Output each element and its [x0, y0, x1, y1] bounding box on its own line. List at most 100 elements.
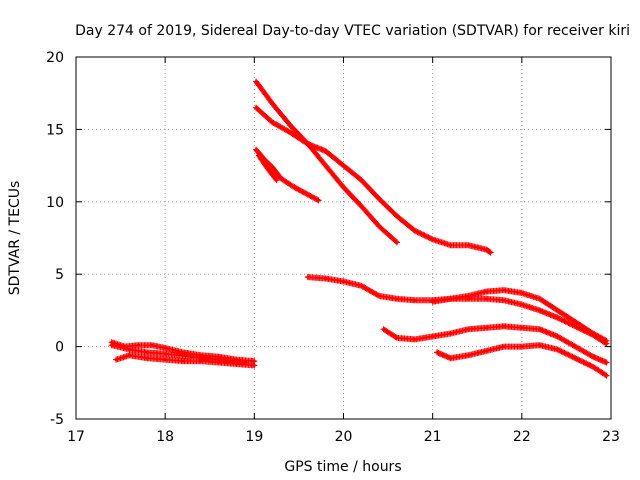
x-tick-label: 19	[245, 429, 263, 445]
y-tick-label: -5	[50, 412, 64, 428]
data-point	[556, 347, 559, 351]
data-point	[266, 166, 270, 170]
data-point	[538, 327, 542, 331]
data-point	[431, 237, 435, 241]
data-point	[449, 356, 452, 360]
data-point	[114, 358, 118, 362]
x-tick-label: 20	[335, 429, 353, 445]
series-track-10	[380, 323, 610, 366]
data-point	[128, 347, 131, 351]
y-tick-label: 20	[46, 50, 64, 66]
data-point	[466, 243, 470, 247]
data-point	[324, 149, 328, 153]
data-point	[573, 324, 577, 328]
data-point	[449, 332, 452, 336]
data-point	[466, 353, 470, 357]
data-point	[502, 324, 506, 328]
data-point	[252, 363, 256, 367]
data-point	[317, 198, 321, 202]
data-point	[181, 359, 185, 363]
data-point	[270, 120, 274, 124]
data-point	[413, 229, 417, 233]
data-point	[163, 346, 167, 350]
data-point	[306, 142, 310, 146]
data-point	[342, 164, 345, 168]
data-point	[359, 284, 363, 288]
data-point	[288, 130, 292, 134]
data-point	[359, 204, 363, 208]
data-point	[591, 333, 595, 337]
x-tick-label: 22	[513, 429, 531, 445]
data-point	[324, 164, 328, 168]
data-point	[449, 243, 452, 247]
data-point	[150, 343, 154, 347]
chart-title: Day 274 of 2019, Sidereal Day-to-day VTE…	[75, 23, 630, 39]
y-tick-label: 0	[55, 340, 64, 356]
data-point	[377, 294, 381, 298]
data-point	[342, 279, 345, 283]
data-point	[306, 193, 310, 197]
data-point	[466, 327, 470, 331]
data-point	[377, 224, 381, 228]
series-track-7	[255, 152, 280, 184]
data-point	[605, 361, 609, 365]
data-point	[395, 336, 399, 340]
data-point	[382, 327, 386, 331]
data-point	[484, 326, 488, 330]
data-point	[466, 297, 470, 301]
data-point	[520, 326, 524, 330]
data-point	[431, 300, 435, 304]
series-track-11	[434, 342, 610, 379]
data-point	[484, 349, 488, 353]
data-point	[254, 148, 258, 152]
data-point	[538, 308, 542, 312]
data-point	[538, 297, 542, 301]
data-point	[484, 248, 488, 252]
data-point	[270, 101, 274, 105]
x-tick-label: 23	[602, 429, 620, 445]
data-point	[254, 80, 258, 84]
data-point	[489, 250, 493, 254]
data-point	[502, 345, 506, 349]
data-point	[484, 297, 488, 301]
data-point	[502, 298, 506, 302]
x-tick-label: 18	[156, 429, 174, 445]
data-point	[292, 185, 296, 189]
data-point	[190, 355, 194, 359]
data-point	[520, 345, 524, 349]
data-point	[395, 240, 399, 244]
y-tick-label: 10	[46, 195, 64, 211]
data-point	[502, 288, 506, 292]
y-tick-label: 5	[55, 267, 64, 283]
series-track-5	[253, 104, 494, 256]
data-point	[136, 343, 140, 347]
data-point	[413, 337, 417, 341]
data-point	[395, 214, 399, 218]
data-point	[254, 106, 258, 110]
data-point	[573, 356, 577, 360]
data-point	[377, 197, 381, 201]
data-point	[573, 345, 577, 349]
data-point	[279, 177, 283, 181]
data-point	[145, 350, 149, 354]
data-point	[275, 178, 279, 182]
x-tick-label: 21	[424, 429, 442, 445]
data-point	[435, 350, 439, 354]
data-point	[431, 334, 435, 338]
data-point	[556, 334, 559, 338]
data-point	[605, 374, 609, 378]
data-point	[395, 297, 399, 301]
data-point	[520, 303, 524, 307]
axis-ticks: 17 18 19 20 21 22 23 -5 0 5 10 15 20	[46, 50, 620, 445]
data-point	[538, 343, 542, 347]
data-point	[243, 361, 247, 365]
data-point	[449, 297, 452, 301]
data-point	[163, 358, 167, 362]
data-point	[520, 291, 524, 295]
series-track-9	[429, 295, 610, 347]
x-axis-label: GPS time / hours	[284, 459, 401, 475]
data-point	[217, 358, 221, 362]
data-point	[484, 290, 488, 294]
